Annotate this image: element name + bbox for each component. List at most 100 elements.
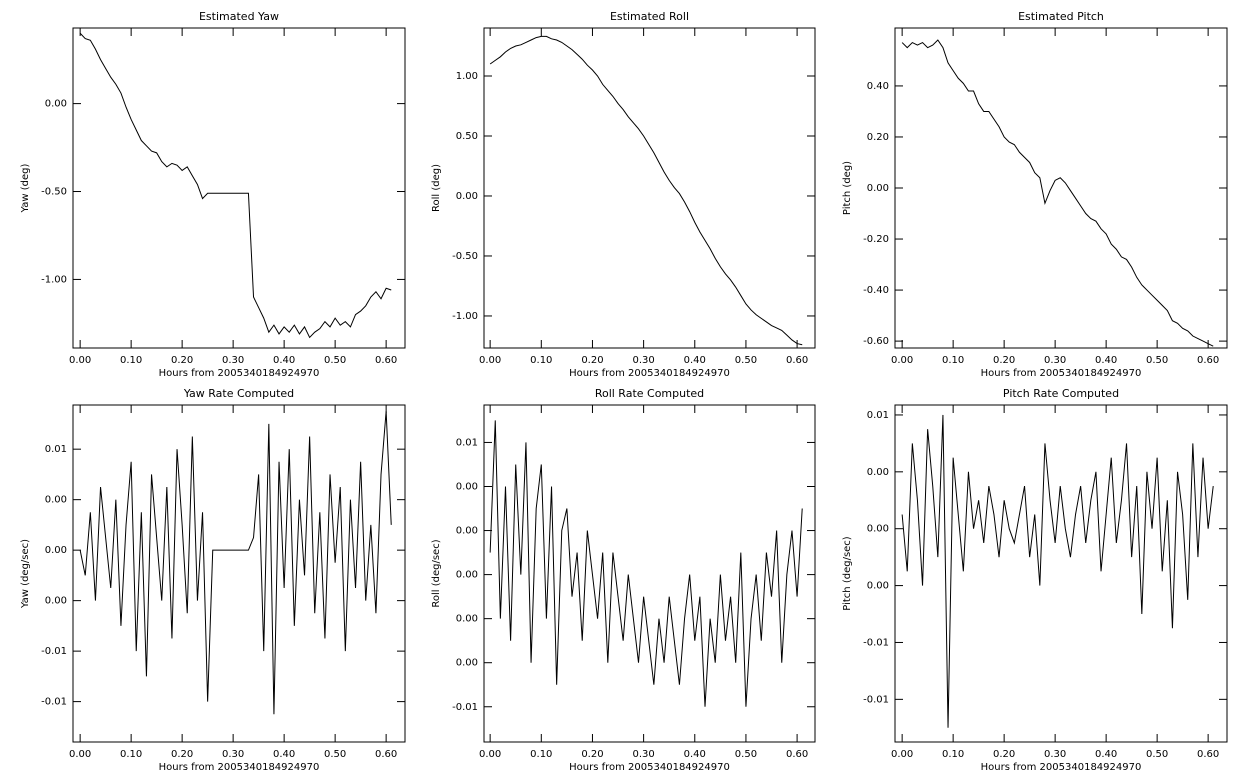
y-tick-label: 0.20 [867,132,889,143]
y-tick-label: 0.00 [456,658,478,669]
y-tick-label: 0.50 [456,131,478,142]
x-tick-label: 0.60 [786,355,808,366]
x-tick-label: 0.20 [171,355,193,366]
y-tick-label: 0.01 [456,437,478,448]
x-tick-label: 0.60 [786,749,808,760]
x-tick-label: 0.40 [273,355,295,366]
x-axis-label: Hours from 2005340184924970 [569,368,730,379]
x-tick-label: 0.10 [530,749,552,760]
plot-frame [72,404,406,743]
y-tick-label: 0.00 [456,191,478,202]
y-tick-label: 0.01 [867,410,889,421]
y-tick-label: -0.40 [863,285,889,296]
data-line [901,39,1214,347]
x-tick-label: 0.60 [1197,749,1219,760]
x-tick-label: 0.10 [942,355,964,366]
y-tick-label: 0.00 [867,467,889,478]
x-tick-label: 0.30 [1044,749,1066,760]
x-tick-label: 0.30 [222,749,244,760]
data-line [901,414,1214,728]
x-tick-label: 0.40 [1095,749,1117,760]
y-axis-label: Roll (deg) [431,164,442,212]
x-axis-label: Hours from 2005340184924970 [159,368,320,379]
y-tick-label: 0.40 [867,81,889,92]
data-line [79,32,392,339]
data-line [79,411,392,715]
y-tick-label: 0.00 [867,183,889,194]
y-tick-label: -0.60 [863,336,889,347]
x-tick-label: 0.40 [1095,355,1117,366]
y-axis-label: Yaw (deg/sec) [20,539,31,609]
chart-title: Pitch Rate Computed [1003,387,1119,400]
chart-title: Roll Rate Computed [595,387,704,400]
x-tick-label: 0.10 [942,749,964,760]
y-tick-label: -0.50 [452,251,478,262]
x-tick-label: 0.10 [530,355,552,366]
y-axis-label: Roll (deg/sec) [431,539,442,607]
y-tick-label: -0.01 [41,646,67,657]
x-tick-label: 0.00 [891,355,913,366]
x-tick-label: 0.00 [891,749,913,760]
x-tick-label: 0.00 [69,749,91,760]
y-tick-label: -1.00 [41,274,67,285]
y-tick-label: 0.00 [867,581,889,592]
x-tick-label: 0.30 [632,749,654,760]
plot-frame [483,404,816,743]
x-tick-label: 0.20 [993,355,1015,366]
y-tick-label: -0.20 [863,234,889,245]
y-tick-label: 0.00 [45,495,67,506]
x-tick-label: 0.10 [120,749,142,760]
plot-frame [894,404,1228,743]
x-tick-label: 0.40 [273,749,295,760]
x-tick-label: 0.50 [324,355,346,366]
y-tick-label: 0.00 [456,526,478,537]
y-tick-label: -0.01 [863,694,889,705]
x-tick-label: 0.60 [375,749,397,760]
x-tick-label: 0.20 [171,749,193,760]
x-tick-label: 0.60 [375,355,397,366]
data-line [489,420,803,707]
x-tick-label: 0.40 [684,355,706,366]
x-tick-label: 0.00 [479,355,501,366]
x-tick-label: 0.10 [120,355,142,366]
chart-title: Estimated Pitch [1018,10,1104,23]
x-tick-label: 0.00 [479,749,501,760]
y-tick-label: 0.00 [456,481,478,492]
y-axis-label: Pitch (deg/sec) [842,536,853,611]
y-tick-label: 0.00 [867,524,889,535]
x-tick-label: 0.50 [1146,749,1168,760]
x-tick-label: 0.00 [69,355,91,366]
y-tick-label: 0.00 [45,596,67,607]
chart-title: Estimated Yaw [199,10,279,23]
y-tick-label: 0.01 [45,444,67,455]
x-tick-label: 0.30 [1044,355,1066,366]
x-tick-label: 0.50 [735,355,757,366]
y-axis-label: Pitch (deg) [842,161,853,215]
x-tick-label: 0.20 [993,749,1015,760]
chart-title: Estimated Roll [610,10,689,23]
y-tick-label: 0.00 [45,545,67,556]
y-axis-label: Yaw (deg) [20,163,31,213]
x-axis-label: Hours from 2005340184924970 [569,762,730,773]
x-tick-label: 0.50 [324,749,346,760]
x-tick-label: 0.50 [735,749,757,760]
chart-title: Yaw Rate Computed [183,387,294,400]
x-tick-label: 0.30 [222,355,244,366]
x-tick-label: 0.50 [1146,355,1168,366]
x-tick-label: 0.40 [684,749,706,760]
y-tick-label: -0.50 [41,187,67,198]
y-tick-label: -0.01 [41,697,67,708]
y-tick-label: 0.00 [45,99,67,110]
y-tick-label: -0.01 [863,637,889,648]
x-tick-label: 0.20 [581,355,603,366]
plot-frame [72,27,406,349]
y-tick-label: 0.00 [456,614,478,625]
y-tick-label: -0.01 [452,702,478,713]
y-tick-label: 1.00 [456,71,478,82]
data-line [489,35,803,346]
plot-frame [894,27,1228,349]
x-tick-label: 0.20 [581,749,603,760]
x-axis-label: Hours from 2005340184924970 [981,762,1142,773]
x-axis-label: Hours from 2005340184924970 [159,762,320,773]
